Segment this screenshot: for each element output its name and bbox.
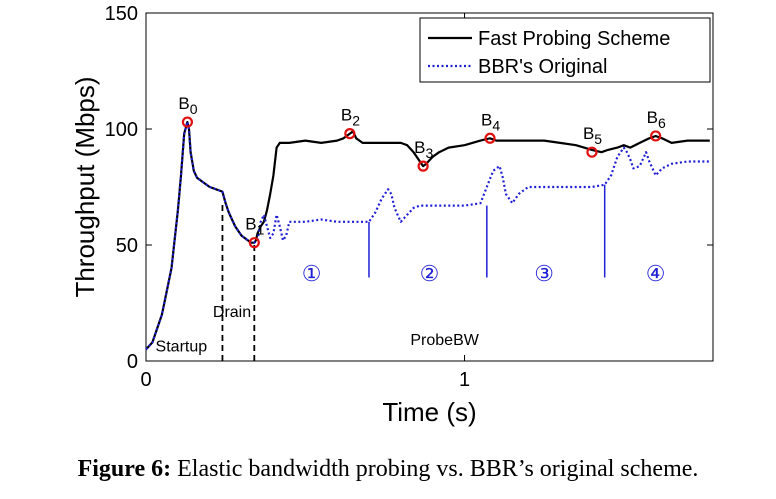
probe-point-label: B3 — [414, 138, 433, 161]
y-tick-label: 150 — [105, 3, 138, 25]
legend-entry-label: Fast Probing Scheme — [478, 28, 670, 50]
probe-point-marker — [484, 132, 496, 144]
probe-point-marker — [586, 146, 598, 158]
plot-area-frame — [145, 12, 714, 362]
y-tick-label: 100 — [105, 119, 138, 141]
probe-point-marker — [417, 160, 429, 172]
probe-point-marker — [181, 116, 194, 128]
caption-text: Elastic bandwidth probing vs. BBR’s orig… — [177, 456, 699, 482]
probe-point-label: B2 — [341, 106, 360, 129]
probe-point-label: B4 — [481, 110, 500, 133]
probe-point-label: B1 — [245, 215, 264, 238]
caption-prefix: Figure 6: — [77, 456, 172, 482]
phase-annotation: Startup — [156, 339, 208, 356]
legend-entry-label: BBR's Original — [478, 56, 607, 78]
probe-point-label: B6 — [647, 108, 666, 131]
y-axis-label: Throughput (Mbps) — [70, 76, 100, 297]
probe-point-marker — [344, 128, 356, 140]
series-line-bbr-original — [145, 120, 710, 351]
cycle-number-label: ③ — [534, 261, 554, 286]
figure-caption: Figure 6: Elastic bandwidth probing vs. … — [0, 456, 776, 483]
cycle-number-label: ② — [420, 261, 440, 286]
probe-point-marker — [248, 237, 260, 249]
phase-annotation: Drain — [213, 304, 251, 321]
x-tick-label: 1 — [459, 369, 470, 391]
x-axis-label: Time (s) — [382, 397, 476, 427]
series-line-fast-probing — [145, 120, 710, 351]
throughput-chart: 0 50 100 150 0 1 Time (s) Throughput (Mbps) B0 B1… — [70, 3, 714, 427]
probe-point-label: B0 — [178, 94, 197, 117]
phase-annotation: ProbeBW — [410, 332, 479, 349]
cycle-number-label: ④ — [646, 261, 666, 286]
legend-box — [419, 17, 711, 83]
cycle-number-label: ① — [302, 261, 322, 286]
probe-point-label: B5 — [583, 124, 602, 147]
y-tick-label: 0 — [127, 351, 138, 373]
y-tick-label: 50 — [116, 235, 138, 257]
x-tick-label: 0 — [140, 369, 151, 391]
probe-point-marker — [650, 130, 662, 142]
